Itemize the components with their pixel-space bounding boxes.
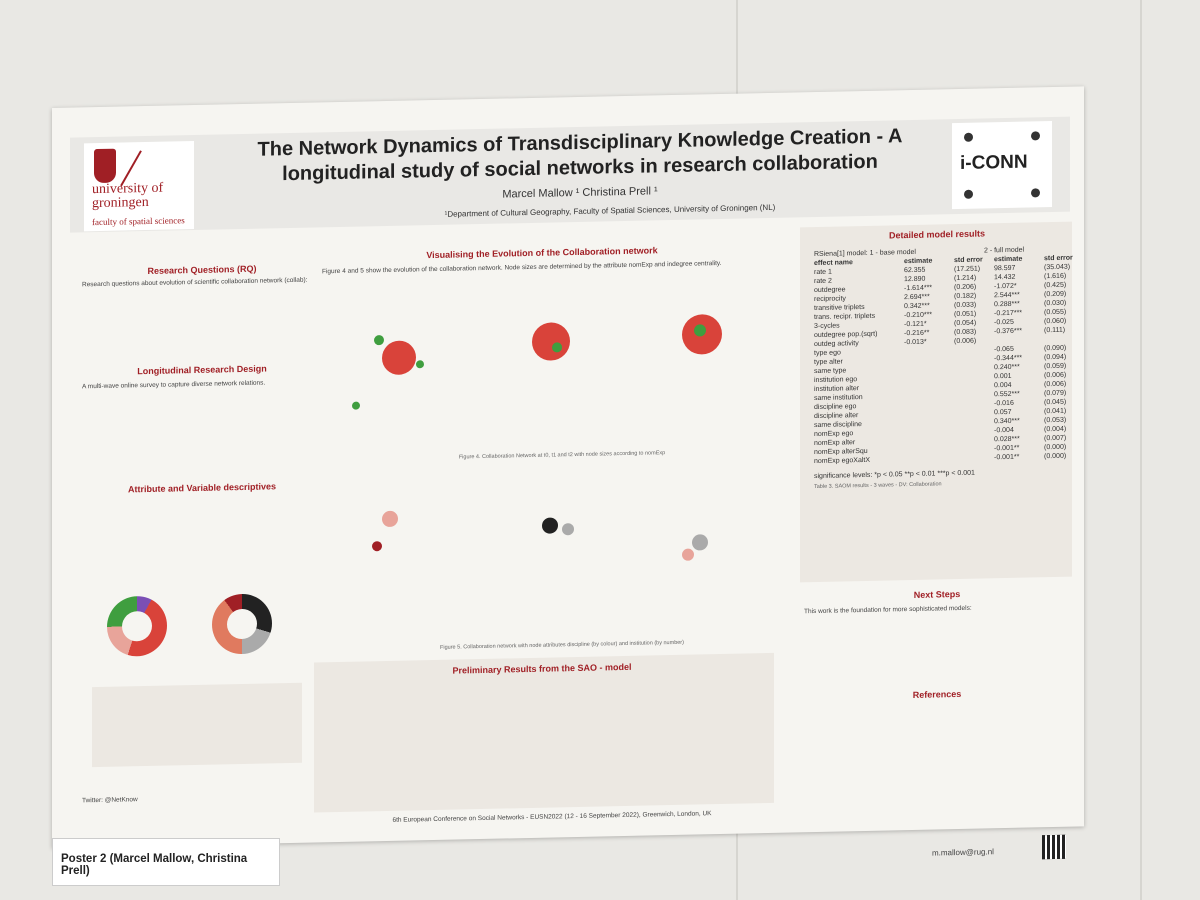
uni-line2: groningen [92,194,149,212]
affiliation: ¹Department of Cultural Geography, Facul… [444,202,776,219]
design-text: A multi-wave online survey to capture di… [82,379,266,391]
wall-seam [1140,0,1142,900]
network-wave2 [492,291,622,424]
network-node [682,548,694,561]
boxplot-area [92,682,302,768]
fig5-caption: Figure 5. Collaboration network with nod… [440,639,684,651]
network-node [374,335,384,346]
table-cell [954,453,994,463]
person-icon [1031,188,1040,198]
email: m.mallow@rug.nl [932,847,994,858]
table-cell: (0.000) [1044,452,1067,461]
discipline-network-1 [332,479,462,612]
faculty-name: faculty of spatial sciences [92,215,185,228]
network-node [382,340,416,376]
discipline-network-3 [642,493,772,626]
vis-heading: Visualising the Evolution of the Collabo… [426,245,658,261]
design-heading: Longitudinal Research Design [137,363,267,377]
fig4-caption: Figure 4. Collaboration Network at t0, t… [458,450,666,461]
network-node [382,510,398,528]
network-node [372,541,382,552]
conference-footer: 6th European Conference on Social Networ… [392,810,712,824]
model-table: RSiena[1] model: 1 - base model 2 - full… [814,244,1084,492]
network-node [416,360,424,369]
refs-heading: References [912,688,962,700]
university-logo: university of groningen faculty of spati… [84,141,194,232]
poster-header: university of groningen faculty of spati… [70,116,1070,233]
network-node [352,401,360,410]
crest-icon [94,148,116,184]
leaf-icon [1031,131,1040,141]
attr-heading: Attribute and Variable descriptives [127,481,277,495]
network-node [542,517,558,534]
network-node [532,322,570,361]
poster-label-text: Poster 2 (Marcel Mallow, Christina Prell… [61,853,248,877]
table-cell [904,454,954,464]
university-name: university of groningen [92,181,163,212]
twitter-handle: Twitter: @NetKnow [82,796,138,805]
project-logo: i-CONN [952,121,1052,210]
poster-title: The Network Dynamics of Transdisciplinar… [220,123,940,188]
network-node [692,534,708,551]
table-body: rate 1 62.355 (17.251) 98.597 (35.043) rate 2… [814,262,1084,466]
network-node [562,523,574,536]
next-text: This work is the foundation for more sop… [804,604,972,616]
next-heading: Next Steps [913,588,961,600]
table-cell: nomExp egoXaltX [814,456,871,466]
rq-text: Research questions about evolution of sc… [82,276,308,289]
network-wave3 [642,283,772,416]
project-logo-text: i-CONN [960,151,1028,174]
poster-label-card: Poster 2 (Marcel Mallow, Christina Prell… [52,838,280,886]
qr-code-icon [1042,834,1066,860]
network-wave1 [332,299,462,432]
discipline-network-2 [492,486,622,619]
poster: university of groningen faculty of spati… [52,86,1084,860]
rq-heading: Research Questions (RQ) [147,263,257,276]
vis-text: Figure 4 and 5 show the evolution of the… [322,259,722,276]
drop-icon [964,189,973,199]
head-icon [964,132,973,142]
table-cell: -0.001** [994,453,1020,462]
